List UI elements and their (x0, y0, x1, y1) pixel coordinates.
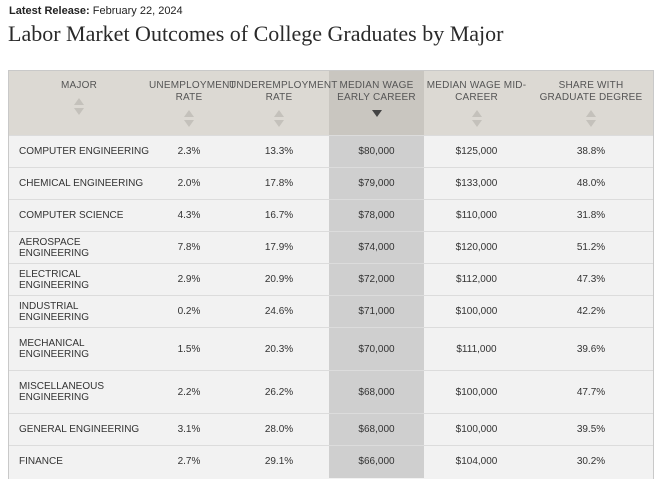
cell-underemployment: 13.3% (229, 135, 329, 168)
cell-grad-share: 42.2% (529, 295, 653, 328)
cell-underemployment: 20.3% (229, 327, 329, 371)
table-row: INDUSTRIAL ENGINEERING 0.2% 24.6% $71,00… (9, 295, 653, 328)
cell-grad-share: 31.8% (529, 199, 653, 232)
cell-wage-early: $79,000 (329, 167, 424, 200)
cell-wage-early: $66,000 (329, 445, 424, 478)
table-row: GENERAL ENGINEERING 3.1% 28.0% $68,000 $… (9, 413, 653, 446)
cell-unemployment: 1.5% (149, 327, 229, 371)
cell-unemployment: 2.7% (149, 445, 229, 478)
cell-wage-mid: $110,000 (424, 199, 529, 232)
table-row: ELECTRICAL ENGINEERING 2.9% 20.9% $72,00… (9, 263, 653, 296)
table-row: AEROSPACE ENGINEERING 7.8% 17.9% $74,000… (9, 231, 653, 264)
sort-arrows-icon[interactable] (529, 110, 653, 127)
cell-underemployment: 28.0% (229, 413, 329, 446)
cell-grad-share: 38.8% (529, 135, 653, 168)
cell-wage-early: $71,000 (329, 295, 424, 328)
cell-wage-mid: $100,000 (424, 370, 529, 414)
cell-unemployment: 0.2% (149, 295, 229, 328)
header-underemployment-rate[interactable]: UNDEREMPLOYMENT RATE (229, 71, 338, 136)
cell-wage-early: $68,000 (329, 413, 424, 446)
header-label: UNEMPLOYMENT RATE (149, 80, 236, 103)
cell-grad-share: 30.2% (529, 445, 653, 478)
cell-grad-share: 47.3% (529, 263, 653, 296)
cell-unemployment: 7.8% (149, 231, 229, 264)
cell-underemployment: 16.7% (229, 199, 329, 232)
header-unemployment-rate[interactable]: UNEMPLOYMENT RATE (149, 71, 236, 136)
cell-major: INDUSTRIAL ENGINEERING (9, 295, 149, 328)
release-line: Latest Release: February 22, 2024 (9, 5, 183, 17)
cell-major: COMPUTER ENGINEERING (9, 135, 149, 168)
cell-underemployment: 17.8% (229, 167, 329, 200)
sort-arrows-icon[interactable] (229, 110, 329, 127)
table-row: MECHANICAL ENGINEERING 1.5% 20.3% $70,00… (9, 327, 653, 371)
page-title: Labor Market Outcomes of College Graduat… (8, 21, 504, 46)
header-share-graduate-degree[interactable]: SHARE WITH GRADUATE DEGREE (529, 71, 653, 136)
sort-descending-icon[interactable] (329, 110, 424, 117)
cell-major: ELECTRICAL ENGINEERING (9, 263, 149, 296)
cell-wage-early: $74,000 (329, 231, 424, 264)
sort-arrows-icon[interactable] (424, 110, 529, 127)
table-row: CHEMICAL ENGINEERING 2.0% 17.8% $79,000 … (9, 167, 653, 200)
cell-wage-mid: $104,000 (424, 445, 529, 478)
cell-unemployment: 2.2% (149, 370, 229, 414)
cell-wage-early: $78,000 (329, 199, 424, 232)
cell-wage-early: $72,000 (329, 263, 424, 296)
cell-grad-share: 48.0% (529, 167, 653, 200)
data-table: MAJOR UNEMPLOYMENT RATE UNDEREMPLOYMENT … (8, 70, 654, 479)
sort-arrows-icon[interactable] (149, 110, 229, 127)
cell-major: FINANCE (9, 445, 149, 478)
cell-wage-mid: $125,000 (424, 135, 529, 168)
cell-grad-share: 51.2% (529, 231, 653, 264)
cell-unemployment: 2.3% (149, 135, 229, 168)
release-date: February 22, 2024 (92, 5, 183, 17)
header-label: MAJOR (61, 80, 97, 91)
cell-underemployment: 29.1% (229, 445, 329, 478)
header-label: MEDIAN WAGE MID-CAREER (426, 80, 527, 103)
cell-grad-share: 39.6% (529, 327, 653, 371)
release-label: Latest Release: (9, 5, 90, 17)
header-label: SHARE WITH GRADUATE DEGREE (539, 80, 643, 103)
cell-wage-mid: $100,000 (424, 413, 529, 446)
cell-unemployment: 3.1% (149, 413, 229, 446)
cell-wage-mid: $112,000 (424, 263, 529, 296)
cell-wage-early: $80,000 (329, 135, 424, 168)
header-label: UNDEREMPLOYMENT RATE (229, 80, 338, 103)
cell-unemployment: 4.3% (149, 199, 229, 232)
cell-major: COMPUTER SCIENCE (9, 199, 149, 232)
cell-wage-early: $68,000 (329, 370, 424, 414)
cell-unemployment: 2.9% (149, 263, 229, 296)
table-row: MISCELLANEOUS ENGINEERING 2.2% 26.2% $68… (9, 370, 653, 414)
cell-major: GENERAL ENGINEERING (9, 413, 149, 446)
header-median-wage-mid-career[interactable]: MEDIAN WAGE MID-CAREER (424, 71, 529, 136)
cell-major: AEROSPACE ENGINEERING (9, 231, 149, 264)
header-label: MEDIAN WAGE EARLY CAREER (337, 80, 416, 103)
cell-underemployment: 20.9% (229, 263, 329, 296)
cell-grad-share: 39.5% (529, 413, 653, 446)
header-major[interactable]: MAJOR (9, 71, 149, 136)
cell-major: MISCELLANEOUS ENGINEERING (9, 370, 149, 414)
cell-major: CHEMICAL ENGINEERING (9, 167, 149, 200)
cell-underemployment: 17.9% (229, 231, 329, 264)
cell-wage-mid: $133,000 (424, 167, 529, 200)
cell-wage-mid: $100,000 (424, 295, 529, 328)
cell-unemployment: 2.0% (149, 167, 229, 200)
cell-major: MECHANICAL ENGINEERING (9, 327, 149, 371)
sort-arrows-icon[interactable] (9, 98, 149, 115)
header-median-wage-early-career[interactable]: MEDIAN WAGE EARLY CAREER (329, 71, 424, 136)
cell-wage-mid: $111,000 (424, 327, 529, 371)
cell-grad-share: 47.7% (529, 370, 653, 414)
cell-wage-mid: $120,000 (424, 231, 529, 264)
header-row: MAJOR UNEMPLOYMENT RATE UNDEREMPLOYMENT … (9, 71, 653, 136)
table-row: FINANCE 2.7% 29.1% $66,000 $104,000 30.2… (9, 445, 653, 478)
cell-wage-early: $70,000 (329, 327, 424, 371)
table-row: COMPUTER ENGINEERING 2.3% 13.3% $80,000 … (9, 135, 653, 168)
cell-underemployment: 26.2% (229, 370, 329, 414)
cell-underemployment: 24.6% (229, 295, 329, 328)
table-row: COMPUTER SCIENCE 4.3% 16.7% $78,000 $110… (9, 199, 653, 232)
